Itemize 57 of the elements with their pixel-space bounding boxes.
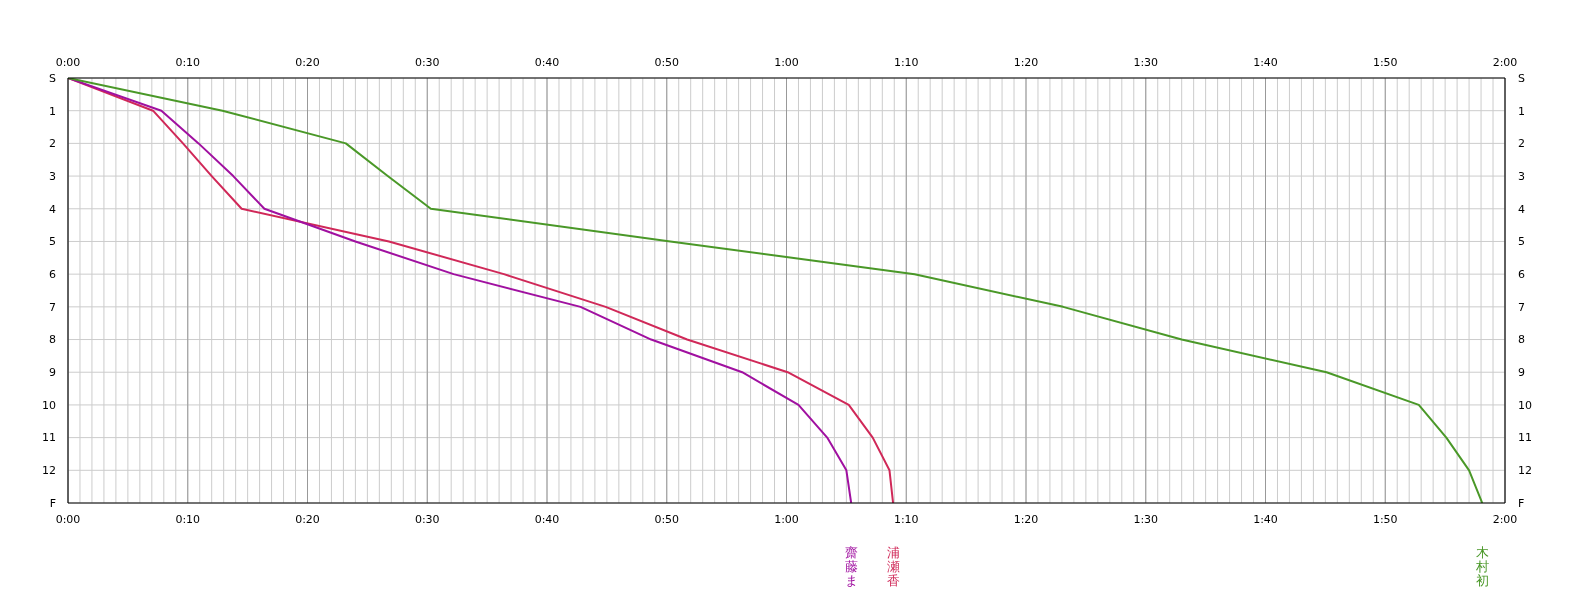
category-label: 1 bbox=[1518, 104, 1525, 118]
category-label: 9 bbox=[1518, 366, 1525, 380]
y-tick-label: 4 bbox=[49, 202, 56, 216]
y-tick-label: F bbox=[49, 496, 56, 510]
y-tick-label: 12 bbox=[42, 464, 56, 478]
x2-tick-label: 2:00 bbox=[1492, 56, 1518, 69]
y-tick-label: 7 bbox=[49, 300, 56, 314]
x-tick-label: 0:00 bbox=[55, 513, 81, 526]
x-tick-label: 1:10 bbox=[893, 513, 919, 526]
y-tick-label: 1 bbox=[49, 104, 56, 118]
category-label: 8 bbox=[1518, 333, 1525, 347]
y-tick-label: 5 bbox=[49, 235, 56, 249]
x-tick-label: 1:30 bbox=[1133, 513, 1159, 526]
y-tick-label: 10 bbox=[42, 398, 56, 412]
x2-tick-label: 0:10 bbox=[175, 56, 201, 69]
x-tick-label: 2:00 bbox=[1492, 513, 1518, 526]
x-tick-label: 1:00 bbox=[774, 513, 799, 526]
x2-tick-label: 0:50 bbox=[654, 56, 680, 69]
x-tick-label: 0:30 bbox=[414, 513, 440, 526]
category-label: 4 bbox=[1518, 202, 1525, 216]
x2-tick-label: 0:00 bbox=[55, 56, 81, 69]
x2-tick-label: 1:10 bbox=[893, 56, 919, 69]
category-label: 7 bbox=[1518, 300, 1525, 314]
category-label: 12 bbox=[1518, 464, 1532, 478]
category-label: 10 bbox=[1518, 398, 1532, 412]
x-tick-label: 0:50 bbox=[654, 513, 680, 526]
x-tick-label: 0:10 bbox=[175, 513, 201, 526]
y-tick-label: 11 bbox=[42, 431, 56, 445]
x-tick-label: 1:40 bbox=[1253, 513, 1278, 526]
y-tick-label: 3 bbox=[49, 169, 56, 183]
text: 浦瀬香 bbox=[886, 545, 900, 588]
text: 齋藤ま bbox=[844, 545, 858, 588]
x2-tick-label: 1:40 bbox=[1253, 56, 1278, 69]
x2-tick-label: 0:40 bbox=[534, 56, 560, 69]
category-label: 2 bbox=[1518, 137, 1525, 151]
x-tick-label: 1:20 bbox=[1013, 513, 1039, 526]
category-label: 5 bbox=[1518, 235, 1525, 249]
y-tick-label: 8 bbox=[49, 333, 56, 347]
y-tick-label: 2 bbox=[49, 137, 56, 151]
category-label: 3 bbox=[1518, 169, 1525, 183]
y-tick-label: 6 bbox=[49, 268, 56, 281]
x2-tick-label: 0:30 bbox=[414, 56, 440, 69]
x-tick-label: 1:50 bbox=[1372, 513, 1398, 526]
x-tick-label: 0:20 bbox=[295, 513, 320, 526]
x-tick-label: 0:40 bbox=[534, 513, 560, 526]
x2-tick-label: 1:20 bbox=[1013, 56, 1039, 69]
x2-tick-label: 0:20 bbox=[295, 56, 320, 69]
category-label: 6 bbox=[1518, 268, 1525, 281]
category-label: S bbox=[1518, 71, 1525, 85]
category-label: F bbox=[1518, 496, 1525, 510]
y-tick-label: 9 bbox=[49, 366, 56, 380]
x2-tick-label: 1:50 bbox=[1372, 56, 1398, 69]
category-label: 11 bbox=[1518, 431, 1532, 445]
y-tick-label: S bbox=[49, 71, 57, 85]
x2-tick-label: 1:00 bbox=[774, 56, 799, 69]
text: 木村初 bbox=[1474, 545, 1489, 588]
x2-tick-label: 1:30 bbox=[1133, 56, 1159, 69]
